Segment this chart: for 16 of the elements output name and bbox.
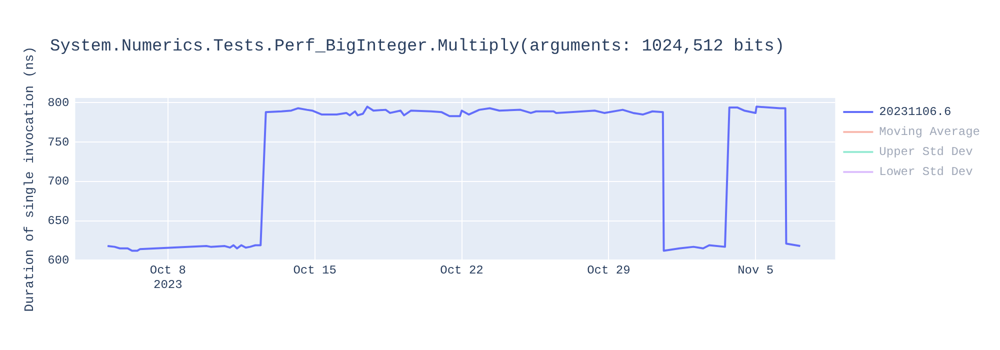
y-tick-label: 650 bbox=[48, 214, 70, 228]
legend-label: Lower Std Dev bbox=[879, 165, 973, 180]
y-tick-label: 700 bbox=[48, 174, 70, 189]
legend-label: Moving Average bbox=[879, 125, 980, 140]
y-tick-label: 750 bbox=[48, 135, 70, 150]
chart-title: System.Numerics.Tests.Perf_BigInteger.Multiply(arguments: 1024,512 bits) bbox=[50, 38, 785, 56]
x-tick-label: Nov 5 bbox=[738, 264, 774, 278]
legend-label: 20231106.6 bbox=[879, 105, 952, 120]
y-tick-label: 800 bbox=[48, 96, 70, 110]
x-tick-label: Oct 8 2023 bbox=[150, 264, 186, 292]
y-axis-title: Duration of single invocation (ns) bbox=[22, 46, 38, 312]
legend-label: Upper Std Dev bbox=[879, 145, 973, 160]
y-tick-label: 600 bbox=[48, 253, 70, 268]
x-tick-label: Oct 22 bbox=[440, 264, 484, 278]
x-tick-label: Oct 29 bbox=[587, 264, 630, 278]
x-tick-label: Oct 15 bbox=[293, 264, 336, 278]
